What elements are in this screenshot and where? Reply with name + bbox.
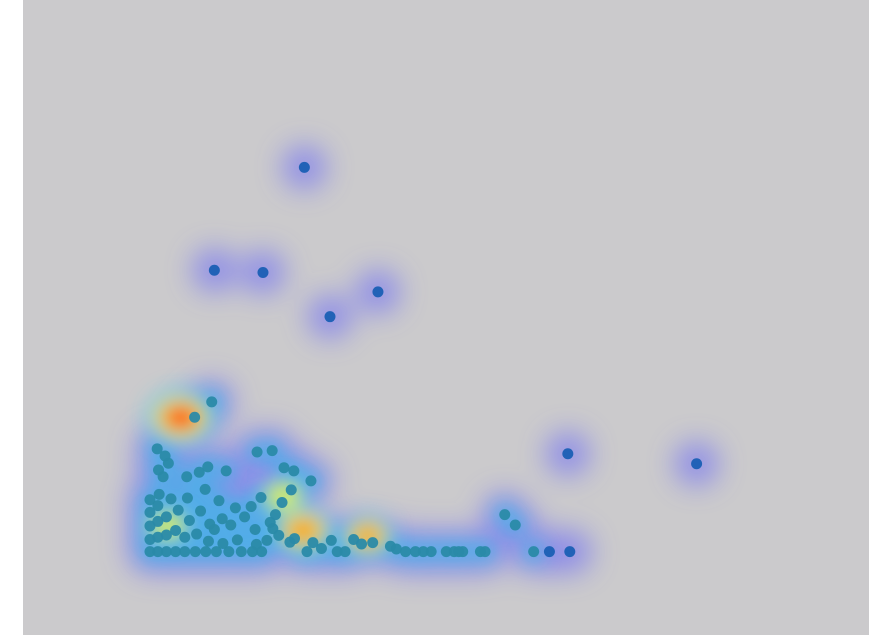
data-point	[276, 496, 288, 508]
data-point	[231, 534, 243, 546]
data-point	[285, 484, 297, 496]
data-point	[189, 546, 201, 558]
data-point	[289, 533, 301, 545]
data-point	[160, 529, 172, 541]
data-point	[195, 505, 207, 517]
data-point	[251, 446, 263, 458]
data-point	[400, 546, 412, 558]
data-point	[162, 457, 174, 469]
data-point	[298, 161, 310, 173]
data-point	[257, 266, 269, 278]
data-point	[528, 546, 540, 558]
data-point	[223, 546, 235, 558]
data-point	[152, 546, 164, 558]
data-point	[509, 519, 521, 531]
data-point	[417, 546, 429, 558]
data-point	[144, 506, 156, 518]
data-point	[315, 542, 327, 554]
data-point	[564, 546, 576, 558]
data-point	[172, 504, 184, 516]
data-point	[409, 546, 421, 558]
data-point	[144, 494, 156, 506]
data-point	[288, 465, 300, 477]
scatter-heatmap-plot	[127, 145, 719, 574]
data-point	[199, 483, 211, 495]
data-point	[255, 492, 267, 504]
data-point	[225, 519, 237, 531]
data-point	[160, 511, 172, 523]
data-point	[356, 538, 368, 550]
data-point	[151, 443, 163, 455]
data-point	[152, 500, 164, 512]
data-point	[331, 546, 343, 558]
data-point	[543, 546, 555, 558]
data-point	[216, 513, 228, 525]
data-point	[339, 546, 351, 558]
data-point	[200, 546, 212, 558]
data-point	[202, 461, 214, 473]
data-point	[206, 396, 218, 408]
data-point	[256, 546, 268, 558]
data-points-layer	[144, 161, 703, 558]
data-point	[179, 531, 191, 543]
data-point	[249, 524, 261, 536]
data-point	[191, 528, 203, 540]
data-point	[229, 502, 241, 514]
data-point	[562, 448, 574, 460]
data-point	[217, 538, 229, 550]
data-point	[440, 546, 452, 558]
data-point	[208, 264, 220, 276]
data-point	[193, 466, 205, 478]
data-point	[305, 475, 317, 487]
data-point	[269, 509, 281, 521]
data-point	[278, 462, 290, 474]
data-point	[301, 546, 313, 558]
data-point	[181, 471, 193, 483]
data-point	[307, 537, 319, 549]
data-point	[189, 411, 201, 423]
data-point	[183, 515, 195, 527]
data-point	[245, 501, 257, 513]
data-point	[499, 509, 511, 521]
data-point	[324, 311, 336, 323]
data-point	[261, 534, 273, 546]
data-point	[235, 546, 247, 558]
data-point	[170, 546, 182, 558]
data-point	[144, 546, 156, 558]
data-point	[479, 546, 491, 558]
data-point	[160, 546, 172, 558]
data-point	[220, 465, 232, 477]
data-point	[691, 458, 703, 470]
data-point	[152, 515, 164, 527]
data-point	[372, 286, 384, 298]
data-point	[457, 546, 469, 558]
data-point	[152, 531, 164, 543]
data-point	[425, 546, 437, 558]
data-point	[208, 524, 220, 536]
data-point	[390, 543, 402, 555]
data-point	[179, 546, 191, 558]
plot-panel	[23, 0, 869, 635]
data-point	[367, 537, 379, 549]
data-point	[325, 534, 337, 546]
data-point	[266, 445, 278, 457]
data-point	[202, 535, 214, 547]
data-point	[273, 529, 285, 541]
data-point	[165, 493, 177, 505]
data-point	[157, 471, 169, 483]
data-point	[170, 524, 182, 536]
data-point	[239, 511, 251, 523]
data-point	[213, 495, 225, 507]
data-point	[210, 546, 222, 558]
data-point	[181, 492, 193, 504]
data-point	[153, 488, 165, 500]
hotspot-core	[165, 407, 196, 428]
